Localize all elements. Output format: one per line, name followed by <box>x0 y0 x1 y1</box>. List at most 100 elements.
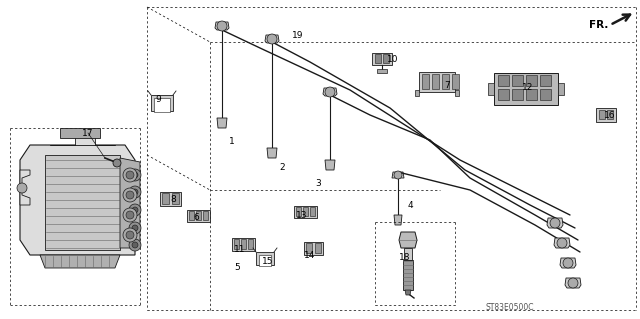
Polygon shape <box>259 255 271 266</box>
Text: 16: 16 <box>604 110 616 120</box>
Polygon shape <box>554 238 570 248</box>
Text: 7: 7 <box>444 80 450 90</box>
Text: 11: 11 <box>234 246 246 255</box>
Circle shape <box>557 238 567 248</box>
Circle shape <box>129 169 141 181</box>
Polygon shape <box>195 211 200 220</box>
Polygon shape <box>558 83 564 95</box>
Polygon shape <box>189 211 193 220</box>
Text: 18: 18 <box>399 254 411 263</box>
Polygon shape <box>526 75 537 86</box>
Polygon shape <box>394 215 402 225</box>
Circle shape <box>217 21 227 31</box>
Polygon shape <box>294 206 317 218</box>
Polygon shape <box>45 155 120 250</box>
Polygon shape <box>442 74 449 89</box>
Polygon shape <box>432 74 439 89</box>
Text: 6: 6 <box>193 213 199 222</box>
Polygon shape <box>419 72 455 92</box>
Polygon shape <box>377 69 387 73</box>
Polygon shape <box>256 252 274 265</box>
Polygon shape <box>20 145 135 255</box>
Circle shape <box>113 159 121 167</box>
Polygon shape <box>404 248 412 260</box>
Polygon shape <box>159 192 180 206</box>
Polygon shape <box>217 118 227 128</box>
Text: FR.: FR. <box>589 20 608 30</box>
Circle shape <box>126 191 134 199</box>
Circle shape <box>126 211 134 219</box>
Text: 15: 15 <box>262 257 274 266</box>
Text: 1: 1 <box>229 137 235 146</box>
Circle shape <box>129 222 141 234</box>
Circle shape <box>17 183 27 193</box>
Polygon shape <box>50 133 115 145</box>
Text: 17: 17 <box>83 129 93 137</box>
Polygon shape <box>488 83 494 95</box>
Polygon shape <box>547 218 563 228</box>
Bar <box>60 128 100 138</box>
Circle shape <box>129 239 141 251</box>
Circle shape <box>123 228 137 242</box>
Polygon shape <box>172 193 179 204</box>
Polygon shape <box>392 172 404 178</box>
Text: ST83E0500C: ST83E0500C <box>486 303 534 313</box>
Circle shape <box>132 225 138 231</box>
Polygon shape <box>310 207 314 216</box>
Polygon shape <box>512 89 523 100</box>
Polygon shape <box>151 95 173 111</box>
Circle shape <box>325 87 335 97</box>
Polygon shape <box>303 242 323 255</box>
Text: 14: 14 <box>304 250 316 259</box>
Polygon shape <box>372 53 392 65</box>
Circle shape <box>550 218 560 228</box>
Polygon shape <box>560 258 576 268</box>
Polygon shape <box>314 243 321 253</box>
Circle shape <box>394 171 402 179</box>
Circle shape <box>132 207 138 213</box>
Text: 9: 9 <box>155 95 161 105</box>
Circle shape <box>132 172 138 178</box>
Text: 8: 8 <box>170 196 176 204</box>
Polygon shape <box>596 108 616 122</box>
Circle shape <box>132 189 138 195</box>
Circle shape <box>126 171 134 179</box>
Polygon shape <box>455 90 459 96</box>
Polygon shape <box>399 232 417 248</box>
Polygon shape <box>20 170 30 205</box>
Polygon shape <box>234 239 239 249</box>
Polygon shape <box>607 110 613 119</box>
Circle shape <box>132 242 138 248</box>
Polygon shape <box>494 73 558 105</box>
Polygon shape <box>405 290 411 295</box>
Polygon shape <box>599 110 605 119</box>
Polygon shape <box>512 75 523 86</box>
Circle shape <box>563 258 573 268</box>
Polygon shape <box>415 90 419 96</box>
Polygon shape <box>265 35 279 43</box>
Polygon shape <box>498 89 509 100</box>
Polygon shape <box>161 193 168 204</box>
Polygon shape <box>154 98 170 112</box>
Polygon shape <box>296 207 301 216</box>
Circle shape <box>123 188 137 202</box>
Polygon shape <box>248 239 253 249</box>
Text: 5: 5 <box>234 263 240 271</box>
Circle shape <box>123 168 137 182</box>
Polygon shape <box>526 89 537 100</box>
Polygon shape <box>498 75 509 86</box>
Polygon shape <box>305 243 312 253</box>
Circle shape <box>568 278 578 288</box>
Polygon shape <box>267 148 277 158</box>
Polygon shape <box>323 88 337 96</box>
Polygon shape <box>452 74 459 89</box>
Polygon shape <box>540 89 551 100</box>
Polygon shape <box>241 239 246 249</box>
Polygon shape <box>303 207 307 216</box>
Text: 4: 4 <box>407 201 413 210</box>
Text: 3: 3 <box>315 179 321 188</box>
Text: 12: 12 <box>522 84 534 93</box>
Polygon shape <box>215 22 229 30</box>
Circle shape <box>123 208 137 222</box>
Polygon shape <box>202 211 207 220</box>
